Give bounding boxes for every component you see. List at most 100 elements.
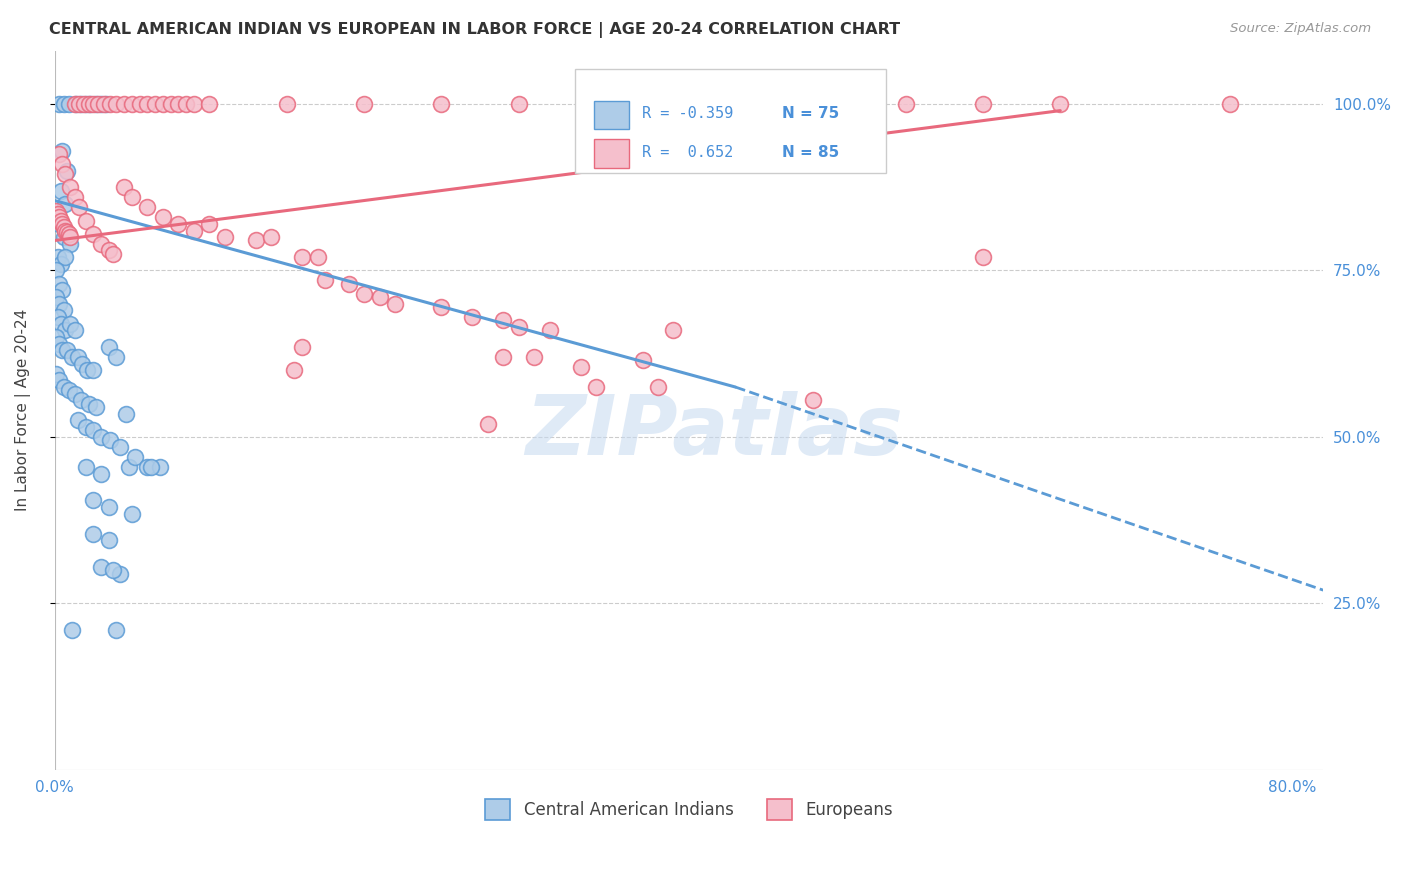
Point: [492, 313, 515, 327]
Point: [52, 220, 75, 235]
Point: [631, 353, 654, 368]
Point: [647, 380, 669, 394]
Point: [118, 459, 141, 474]
Point: [314, 273, 336, 287]
Point: [58, 227, 80, 241]
FancyBboxPatch shape: [593, 101, 630, 129]
Point: [430, 300, 453, 314]
Point: [143, 97, 166, 112]
Point: [48, 210, 70, 224]
Point: [75, 420, 97, 434]
Point: [52, 303, 75, 318]
Point: [75, 459, 97, 474]
Point: [159, 97, 181, 112]
Point: [93, 97, 115, 112]
Point: [108, 440, 131, 454]
Point: [56, 163, 79, 178]
Point: [51, 343, 73, 358]
Point: [90, 467, 112, 481]
Text: N = 75: N = 75: [782, 106, 839, 121]
Point: [291, 250, 314, 264]
Point: [90, 430, 112, 444]
Point: [46, 250, 69, 264]
Point: [291, 340, 314, 354]
Point: [75, 213, 97, 227]
Point: [51, 157, 73, 171]
Point: [51, 284, 73, 298]
Point: [48, 277, 70, 291]
Point: [59, 230, 82, 244]
Point: [124, 450, 146, 464]
Point: [128, 97, 150, 112]
Point: [63, 97, 86, 112]
Point: [72, 357, 94, 371]
Point: [307, 250, 329, 264]
Point: [52, 97, 75, 112]
Point: [58, 384, 80, 398]
Point: [136, 200, 159, 214]
Point: [86, 400, 108, 414]
Point: [48, 217, 70, 231]
Text: Source: ZipAtlas.com: Source: ZipAtlas.com: [1230, 22, 1371, 36]
Point: [105, 350, 128, 364]
Point: [972, 250, 994, 264]
Point: [82, 423, 104, 437]
Point: [58, 97, 80, 112]
Point: [90, 97, 112, 112]
Point: [82, 493, 104, 508]
Text: ZIPatlas: ZIPatlas: [526, 392, 903, 473]
Point: [59, 317, 82, 331]
Point: [55, 223, 77, 237]
Point: [817, 97, 839, 112]
Point: [198, 217, 221, 231]
Point: [67, 200, 90, 214]
Point: [174, 97, 197, 112]
Point: [183, 223, 205, 237]
Point: [103, 563, 125, 577]
Text: R = -0.359: R = -0.359: [643, 106, 734, 121]
Point: [48, 336, 70, 351]
Text: N = 85: N = 85: [782, 145, 839, 160]
Point: [105, 97, 128, 112]
Point: [90, 236, 112, 251]
Point: [98, 97, 121, 112]
Point: [214, 230, 236, 244]
Point: [492, 350, 515, 364]
Point: [198, 97, 221, 112]
Point: [283, 363, 305, 377]
Point: [49, 213, 72, 227]
Point: [569, 359, 592, 374]
Point: [508, 320, 530, 334]
Point: [260, 230, 283, 244]
Point: [97, 500, 120, 514]
Point: [75, 97, 97, 112]
Point: [56, 343, 79, 358]
Point: [45, 330, 67, 344]
Point: [48, 147, 70, 161]
Point: [136, 459, 159, 474]
Point: [94, 97, 117, 112]
Point: [538, 323, 561, 337]
Point: [167, 97, 190, 112]
Point: [384, 297, 406, 311]
Point: [972, 97, 994, 112]
Point: [585, 97, 607, 112]
Point: [121, 97, 143, 112]
Point: [67, 97, 90, 112]
Point: [1049, 97, 1071, 112]
Point: [108, 566, 131, 581]
Point: [139, 459, 162, 474]
Point: [49, 257, 72, 271]
Point: [46, 310, 69, 324]
Point: [49, 184, 72, 198]
Point: [77, 397, 100, 411]
Point: [103, 247, 125, 261]
Point: [48, 97, 70, 112]
Point: [59, 236, 82, 251]
Point: [55, 323, 77, 337]
Point: [112, 97, 135, 112]
Text: CENTRAL AMERICAN INDIAN VS EUROPEAN IN LABOR FORCE | AGE 20-24 CORRELATION CHART: CENTRAL AMERICAN INDIAN VS EUROPEAN IN L…: [49, 22, 900, 38]
Point: [66, 413, 89, 427]
Point: [82, 227, 104, 241]
Point: [337, 277, 360, 291]
